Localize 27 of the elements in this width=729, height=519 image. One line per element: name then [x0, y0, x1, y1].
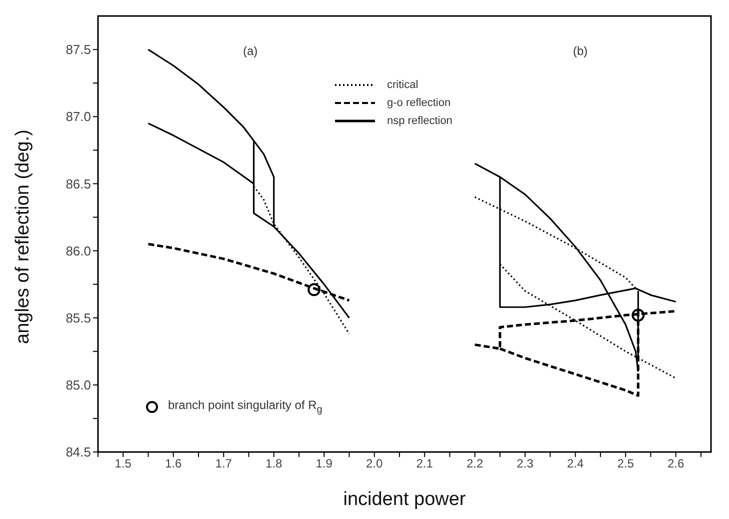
y-tick-label: 86.0 — [66, 243, 91, 258]
x-tick-label: 2.6 — [667, 456, 684, 471]
legend-label: nsp reflection — [387, 115, 452, 127]
x-axis-title: incident power — [343, 489, 466, 510]
x-tick-label: 1.9 — [316, 456, 333, 471]
x-tick-label: 1.8 — [266, 456, 283, 471]
x-tick-label: 2.0 — [366, 456, 384, 471]
legend-label: critical — [387, 79, 418, 91]
y-tick-label: 85.5 — [66, 310, 91, 326]
annotation: (a) — [243, 44, 258, 58]
x-tick-label: 2.3 — [516, 456, 534, 471]
x-tick-label: 2.4 — [566, 456, 584, 471]
y-tick-label: 87.5 — [66, 42, 91, 58]
x-tick-label: 2.2 — [466, 456, 484, 471]
annotation: (b) — [573, 44, 588, 58]
x-tick-label: 2.1 — [416, 456, 434, 471]
x-tick-label: 1.6 — [165, 456, 182, 471]
legend-label: branch point singularity of R$_{g}$ — [168, 398, 322, 416]
y-tick-label: 85.0 — [66, 378, 91, 393]
x-tick-label: 1.7 — [215, 456, 232, 471]
y-axis-title: angles of reflection (deg.) — [12, 130, 34, 344]
x-tick-label: 1.5 — [114, 456, 132, 471]
y-tick-label: 87.0 — [66, 109, 91, 124]
y-tick-label: 86.5 — [66, 176, 91, 192]
y-tick-label: 84.5 — [66, 444, 91, 460]
legend-label: g-o reflection — [387, 97, 451, 109]
x-tick-label: 2.5 — [617, 456, 634, 471]
